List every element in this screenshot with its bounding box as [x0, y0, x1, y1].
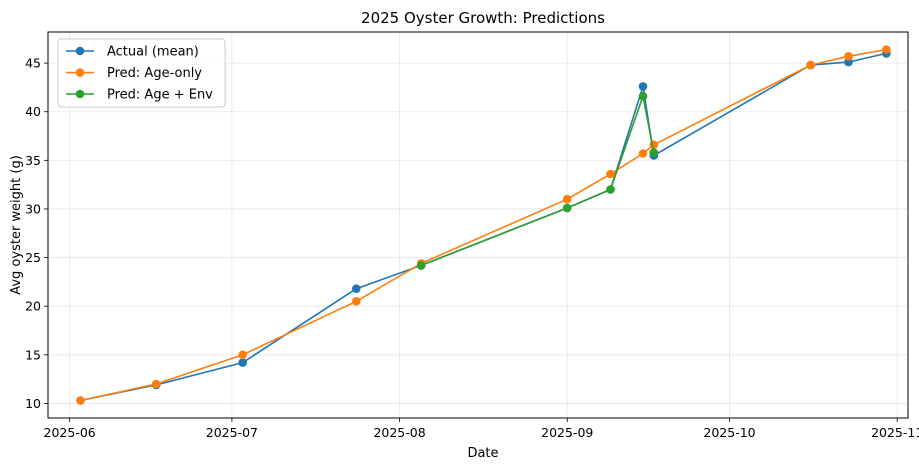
y-tick-label: 15 — [25, 347, 41, 362]
y-tick-label: 35 — [25, 153, 41, 168]
data-point — [352, 284, 361, 294]
x-tick-label: 2025-07 — [206, 425, 258, 440]
data-point — [844, 52, 853, 61]
x-tick-label: 2025-06 — [44, 425, 96, 440]
data-point — [638, 91, 648, 101]
data-point — [649, 148, 659, 157]
legend-item: Pred: Age + Env — [66, 88, 213, 103]
legend-marker — [75, 46, 85, 56]
data-point — [352, 297, 361, 306]
x-axis-ticks: 2025-06 2025-07 2025-08 2025-09 2025-10 2025-… — [44, 418, 919, 440]
data-point — [562, 203, 572, 213]
legend-box — [57, 38, 226, 108]
x-tick-label: 2025-10 — [703, 425, 755, 440]
data-point — [416, 261, 426, 270]
series-line — [80, 48, 887, 402]
series-group — [76, 45, 891, 405]
y-tick-label: 10 — [25, 396, 41, 411]
data-point — [649, 140, 659, 150]
grid-lines — [48, 32, 908, 418]
x-tick-label: 2025-09 — [541, 425, 593, 440]
y-axis-label: Avg oyster weight (g) — [9, 155, 24, 295]
legend-marker — [75, 89, 85, 99]
data-point — [238, 350, 247, 360]
legend-label: Pred: Age + Env — [107, 88, 213, 103]
chart-title: 2025 Oyster Growth: Predictions — [361, 9, 605, 27]
y-axis-ticks: 10 15 20 25 30 35 40 45 — [25, 56, 48, 411]
data-point — [151, 379, 161, 389]
legend-item: Actual (mean) — [66, 45, 199, 60]
plot-frame — [47, 31, 909, 419]
data-point — [606, 185, 615, 194]
data-point — [606, 169, 615, 179]
data-point — [882, 45, 891, 54]
y-tick-label: 20 — [25, 299, 41, 314]
data-point — [638, 82, 648, 91]
legend-label: Actual (mean) — [107, 45, 199, 60]
data-point — [638, 149, 648, 158]
y-tick-label: 40 — [25, 104, 41, 119]
data-point — [806, 60, 815, 70]
data-point — [76, 396, 85, 405]
y-tick-label: 30 — [25, 201, 41, 216]
legend-label: Pred: Age-only — [107, 66, 202, 81]
legend: Actual (mean) Pred: Age-only Pred: Age + E… — [57, 38, 226, 108]
x-axis-label: Date — [467, 446, 498, 461]
data-point — [238, 358, 247, 367]
y-tick-label: 45 — [25, 56, 41, 71]
series-3 — [416, 91, 659, 270]
legend-item: Pred: Age-only — [66, 66, 202, 81]
x-tick-label: 2025-11 — [871, 425, 919, 440]
y-tick-label: 25 — [25, 250, 41, 265]
data-point — [562, 194, 572, 204]
legend-marker — [75, 68, 85, 77]
x-tick-label: 2025-08 — [373, 425, 425, 440]
